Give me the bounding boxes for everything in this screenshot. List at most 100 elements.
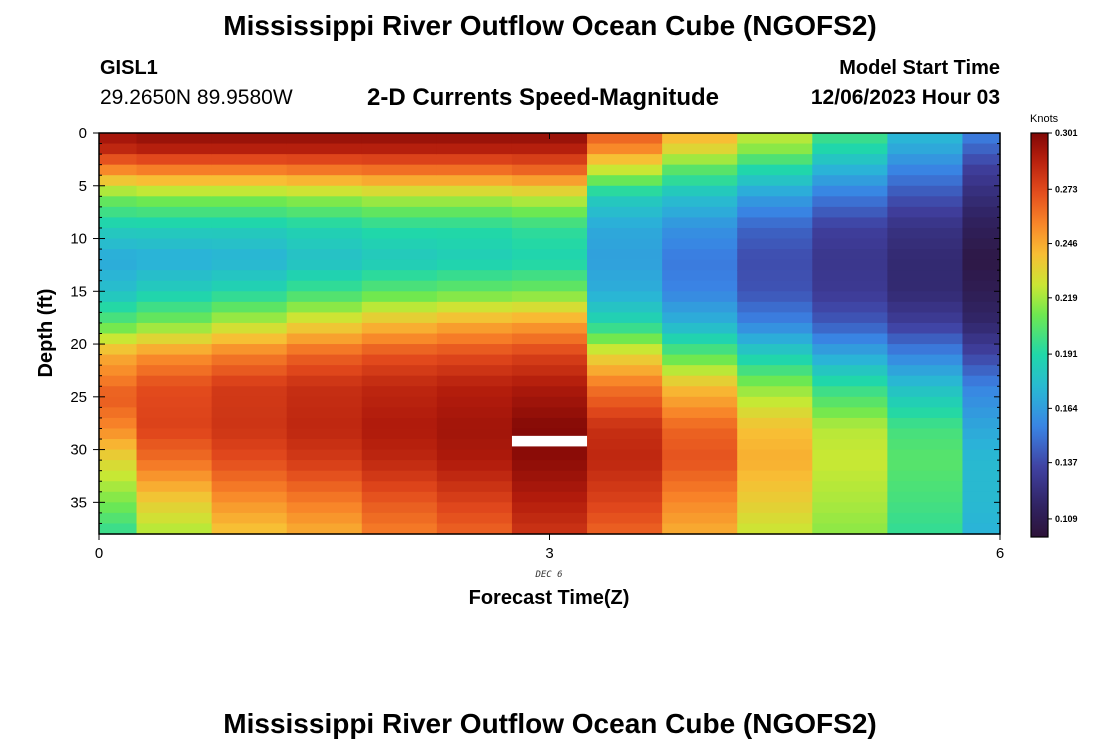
heatmap-cell bbox=[436, 407, 513, 419]
heatmap-cell bbox=[887, 523, 964, 535]
heatmap-cell bbox=[511, 407, 588, 419]
x-tick-label: 6 bbox=[996, 545, 1004, 562]
heatmap-cell bbox=[361, 470, 438, 482]
heatmap-cell bbox=[737, 322, 813, 335]
heatmap-cell bbox=[812, 512, 888, 525]
heatmap-cell bbox=[511, 365, 588, 377]
heatmap-cell bbox=[737, 428, 813, 440]
heatmap-cell bbox=[662, 312, 738, 324]
heatmap-cell bbox=[99, 280, 138, 292]
heatmap-cell bbox=[587, 502, 663, 514]
heatmap-cell bbox=[812, 164, 888, 176]
heatmap-cell bbox=[136, 396, 213, 408]
heatmap-cell bbox=[99, 249, 138, 261]
heatmap-cell bbox=[662, 407, 738, 419]
heatmap-cell bbox=[436, 259, 513, 271]
heatmap-cell bbox=[737, 312, 813, 324]
heatmap-cell bbox=[361, 270, 438, 282]
heatmap-cell bbox=[737, 344, 813, 356]
heatmap-cell bbox=[662, 280, 738, 292]
heatmap-cell bbox=[511, 512, 588, 525]
heatmap-cell bbox=[136, 322, 213, 335]
heatmap-cell bbox=[436, 502, 513, 514]
heatmap-cell bbox=[511, 481, 588, 493]
heatmap-cell bbox=[511, 185, 588, 197]
heatmap-cell bbox=[136, 238, 213, 250]
heatmap-cell bbox=[361, 154, 438, 166]
heatmap-cell bbox=[361, 164, 438, 176]
heatmap-cell bbox=[361, 259, 438, 271]
heatmap-cell bbox=[662, 449, 738, 461]
heatmap-cell bbox=[436, 375, 513, 387]
heatmap-cell bbox=[662, 196, 738, 208]
heatmap-cell bbox=[962, 386, 1001, 398]
heatmap-cell bbox=[136, 249, 213, 261]
heatmap-cell bbox=[436, 196, 513, 208]
heatmap-cell bbox=[211, 196, 288, 208]
heatmap-cell bbox=[887, 175, 964, 187]
heatmap-cell bbox=[211, 407, 288, 419]
heatmap-cell bbox=[662, 417, 738, 430]
heatmap-cell bbox=[211, 460, 288, 472]
heatmap-cell bbox=[99, 428, 138, 440]
station-coordinates: 29.2650N 89.9580W bbox=[100, 86, 293, 109]
heatmap-cell bbox=[812, 354, 888, 366]
heatmap-cell bbox=[511, 175, 588, 187]
footer-title: Mississippi River Outflow Ocean Cube (NG… bbox=[223, 708, 877, 739]
heatmap-cell bbox=[211, 280, 288, 292]
heatmap-cell bbox=[286, 386, 363, 398]
heatmap-cell bbox=[136, 491, 213, 503]
heatmap-cell bbox=[286, 460, 363, 472]
heatmap-cell bbox=[136, 196, 213, 208]
heatmap-cell bbox=[211, 249, 288, 261]
y-tick-label: 10 bbox=[70, 231, 87, 248]
heatmap-cell bbox=[662, 175, 738, 187]
heatmap-cell bbox=[211, 238, 288, 250]
station-id: GISL1 bbox=[100, 57, 158, 79]
heatmap-cell bbox=[436, 312, 513, 324]
heatmap-cell bbox=[737, 502, 813, 514]
heatmap-cell bbox=[812, 259, 888, 271]
heatmap-cell bbox=[286, 512, 363, 525]
colorbar-tick-label: 0.191 bbox=[1055, 349, 1078, 359]
heatmap-cell bbox=[436, 227, 513, 240]
heatmap-cell bbox=[286, 491, 363, 503]
heatmap-cell bbox=[436, 291, 513, 303]
heatmap-cell bbox=[436, 301, 513, 313]
heatmap-cell bbox=[211, 333, 288, 345]
heatmap-cell bbox=[962, 523, 1001, 535]
heatmap-cell bbox=[136, 512, 213, 525]
heatmap-cell bbox=[286, 175, 363, 187]
heatmap-cell bbox=[737, 354, 813, 366]
heatmap-cell bbox=[812, 175, 888, 187]
heatmap-cell bbox=[361, 523, 438, 535]
heatmap-cell bbox=[511, 238, 588, 250]
heatmap-cell bbox=[887, 291, 964, 303]
heatmap-cell bbox=[737, 407, 813, 419]
heatmap-cell bbox=[99, 439, 138, 451]
heatmap-cell bbox=[812, 133, 888, 145]
heatmap-cell bbox=[99, 270, 138, 282]
heatmap-cell bbox=[99, 354, 138, 366]
heatmap-cell bbox=[286, 502, 363, 514]
x-tick-label: 3 bbox=[545, 545, 553, 562]
heatmap-cell bbox=[812, 280, 888, 292]
heatmap-cell bbox=[962, 491, 1001, 503]
heatmap-cell bbox=[587, 270, 663, 282]
heatmap-cell bbox=[887, 407, 964, 419]
heatmap-cell bbox=[286, 365, 363, 377]
heatmap-cell bbox=[737, 386, 813, 398]
heatmap-cell bbox=[286, 143, 363, 155]
heatmap-cell bbox=[962, 301, 1001, 313]
heatmap-cell bbox=[587, 280, 663, 292]
heatmap-cell bbox=[361, 133, 438, 145]
heatmap-cell bbox=[662, 460, 738, 472]
heatmap-cell bbox=[436, 175, 513, 187]
heatmap-cell bbox=[436, 481, 513, 493]
heatmap-cell bbox=[812, 491, 888, 503]
heatmap-cell bbox=[737, 301, 813, 313]
heatmap-cell bbox=[436, 217, 513, 229]
heatmap-cell bbox=[136, 133, 213, 145]
heatmap-cell bbox=[211, 133, 288, 145]
heatmap-cell bbox=[286, 291, 363, 303]
